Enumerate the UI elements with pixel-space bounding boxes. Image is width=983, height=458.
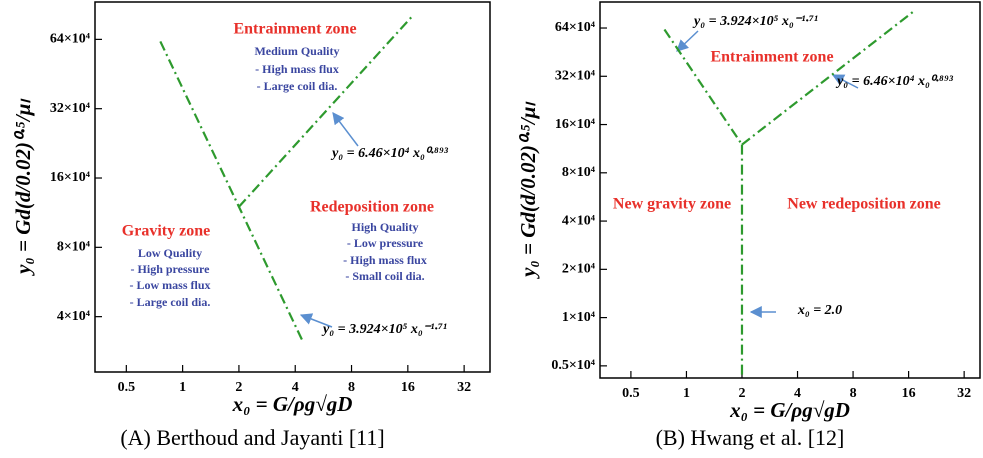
x-tick-label: 0.5 — [622, 386, 640, 401]
equation-label: y₀ = 6.46×10⁴ x₀⁰·⁸⁹³ — [330, 146, 449, 161]
zone-label: Entrainment zone — [710, 49, 833, 66]
zone-label: Entrainment zone — [233, 21, 356, 38]
y-tick-label: 32×10⁴ — [50, 101, 91, 116]
zone-note: - High mass flux — [343, 253, 427, 267]
x-tick-label: 4 — [794, 386, 801, 401]
plot-frame — [94, 1, 491, 373]
zone-label: New gravity zone — [613, 196, 731, 213]
zone-note: - High mass flux — [255, 62, 339, 76]
zone-note: Medium Quality — [254, 44, 339, 58]
zone-note: - Low mass flux — [129, 278, 210, 292]
zone-note: - High pressure — [131, 262, 211, 276]
zone-note: - Small coil dia. — [345, 269, 424, 283]
y-tick-label: 4×10⁴ — [57, 309, 91, 324]
x-tick-label: 2 — [738, 386, 745, 401]
equation-label: y₀ = 3.924×10⁵ x₀⁻¹·⁷¹ — [692, 14, 818, 29]
boundary-line — [238, 14, 414, 208]
plot-frame — [599, 1, 981, 379]
y-tick-label: 0.5×10⁴ — [551, 358, 595, 373]
x-tick-label: 4 — [292, 380, 299, 395]
y-tick-label: 16×10⁴ — [50, 170, 91, 185]
zone-label: Gravity zone — [122, 223, 210, 240]
caption: (A) Berthoud and Jayanti [11] — [120, 425, 384, 450]
x-axis-label: x₀ = G/ρg√gD — [729, 398, 850, 422]
y-tick-label: 64×10⁴ — [555, 20, 596, 35]
x-axis-label: x₀ = G/ρg√gD — [232, 392, 353, 416]
zone-note: Low Quality — [138, 246, 202, 260]
x-tick-label: 1 — [683, 386, 690, 401]
arrow — [831, 74, 859, 89]
zone-note: High Quality — [351, 220, 418, 234]
y-tick-label: 16×10⁴ — [555, 117, 596, 132]
zone-label: New redeposition zone — [787, 196, 940, 213]
boundary-line — [663, 28, 743, 146]
equation-label: x₀ = 2.0 — [797, 303, 842, 318]
y-tick-label: 32×10⁴ — [555, 69, 596, 84]
x-tick-label: 16 — [902, 386, 916, 401]
arrow — [299, 313, 333, 328]
caption: (B) Hwang et al. [12] — [656, 425, 845, 450]
zone-note: - Low pressure — [347, 236, 424, 250]
y-tick-label: 1×10⁴ — [562, 310, 596, 325]
zone-label: Redeposition zone — [310, 199, 434, 216]
y-axis-label: y₀ = Gd(d/0.02)⁰·⁵/μₗ — [11, 98, 35, 277]
boundary-line — [741, 10, 915, 146]
x-tick-label: 2 — [235, 380, 242, 395]
x-tick-label: 8 — [348, 380, 355, 395]
equation-label: y₀ = 6.46×10⁴ x₀⁰·⁸⁹³ — [835, 74, 954, 89]
y-tick-label: 2×10⁴ — [562, 262, 596, 277]
y-tick-label: 4×10⁴ — [562, 213, 596, 228]
y-axis-label: y₀ = Gd(d/0.02)⁰·⁵/μₗ — [516, 101, 540, 280]
x-tick-label: 0.5 — [118, 380, 136, 395]
x-tick-label: 1 — [179, 380, 186, 395]
x-tick-label: 8 — [850, 386, 857, 401]
x-tick-label: 16 — [401, 380, 415, 395]
x-tick-label: 32 — [457, 380, 471, 395]
zone-note: - Large coil dia. — [257, 79, 338, 93]
arrows — [299, 30, 859, 328]
y-tick-label: 8×10⁴ — [57, 240, 91, 255]
y-tick-label: 8×10⁴ — [562, 165, 596, 180]
x-tick-label: 32 — [957, 386, 971, 401]
arrow — [676, 30, 699, 52]
zone-note: - Large coil dia. — [130, 295, 211, 309]
arrow — [332, 112, 359, 147]
equation-label: y₀ = 3.924×10⁵ x₀⁻¹·⁷¹ — [321, 322, 447, 337]
y-tick-label: 64×10⁴ — [50, 32, 91, 47]
